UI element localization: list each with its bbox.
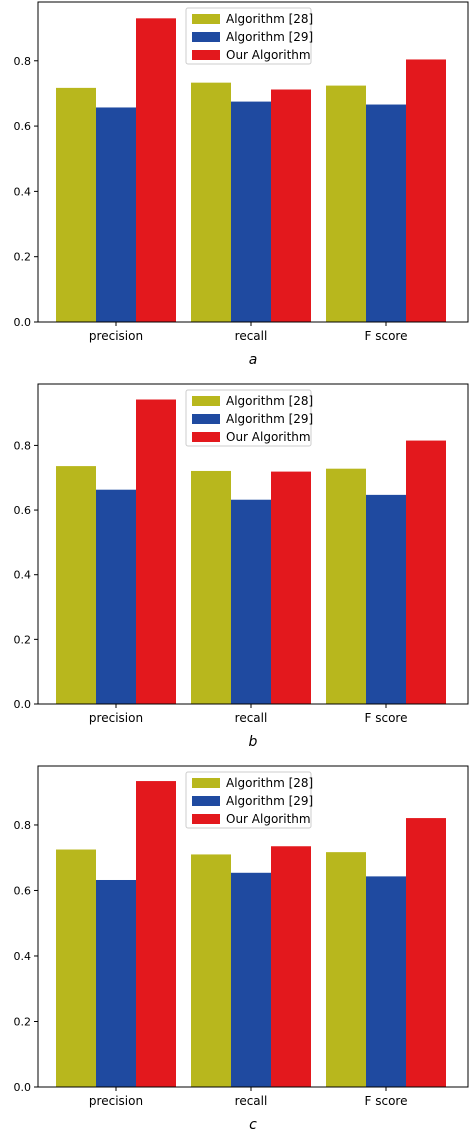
bar-c-2-3 [366,876,406,1087]
bar-b-2-2 [231,499,271,704]
legend-swatch-1 [192,396,220,406]
x-tick-label: precision [89,1094,143,1108]
panel-caption: b [249,734,258,750]
x-tick-label: recall [235,329,268,343]
legend-label-3: Our Algorithm [226,430,311,444]
bar-a-1-1 [56,87,96,322]
legend-label-3: Our Algorithm [226,48,311,62]
y-tick-label: 0.8 [14,439,32,452]
axes-frame [37,765,469,1088]
legend-swatch-1 [192,14,220,24]
legend-label-1: Algorithm [28] [226,776,313,790]
bar-c-3-1 [136,781,176,1087]
y-tick-label: 0.0 [14,698,32,711]
bar-c-1-1 [56,849,96,1087]
x-tick-label: F score [365,1094,408,1108]
bar-c-3-3 [406,818,446,1087]
chart-panel-b: 0.0 0.2 0.4 0.6 0.8 precision recall F score Alg… [14,383,469,750]
legend-swatch-3 [192,432,220,442]
legend: Algorithm [28] Algorithm [29] Our Algorith… [185,771,313,829]
y-tick-label: 0.2 [14,1015,32,1028]
bar-c-2-1 [96,879,136,1087]
bar-b-2-1 [96,489,136,704]
chart-panel-c: 0.0 0.2 0.4 0.6 0.8 precision recall F score Alg… [14,765,469,1133]
y-tick-label: 0.6 [14,120,32,133]
legend-label-2: Algorithm [29] [226,30,313,44]
bar-a-3-1 [136,18,176,322]
y-tick-label: 0.2 [14,251,32,264]
bar-c-3-2 [271,846,311,1087]
y-tick-label: 0.0 [14,1081,32,1094]
x-tick-label: recall [235,1094,268,1108]
legend-swatch-2 [192,414,220,424]
y-tick-label: 0.8 [14,55,32,68]
panel-caption: a [249,352,258,368]
bar-a-3-3 [406,59,446,322]
axes-frame [37,1,469,323]
panel-caption: c [249,1117,257,1131]
legend-label-1: Algorithm [28] [226,12,313,26]
bar-b-1-3 [326,468,366,704]
bar-b-3-3 [406,440,446,704]
legend: Algorithm [28] Algorithm [29] Our Algorith… [185,389,313,447]
bar-b-3-1 [136,399,176,704]
x-tick-label: recall [235,711,268,725]
bar-a-2-2 [231,101,271,323]
legend-label-1: Algorithm [28] [226,394,313,408]
bar-c-1-2 [191,854,231,1087]
legend-swatch-3 [192,50,220,60]
bar-a-2-3 [366,104,406,322]
y-tick-label: 0.8 [14,819,32,832]
y-tick-label: 0.6 [14,504,32,517]
y-tick-label: 0.6 [14,884,32,897]
bar-a-3-2 [271,89,311,323]
legend-label-2: Algorithm [29] [226,412,313,426]
bar-b-1-2 [191,470,231,704]
legend-swatch-3 [192,814,220,824]
bar-b-3-2 [271,471,311,704]
legend-swatch-2 [192,32,220,42]
bar-b-1-1 [56,466,96,704]
axes-frame [37,383,469,705]
y-tick-label: 0.2 [14,633,32,646]
y-tick-label: 0.4 [14,185,32,198]
chart-panel-a: 0.0 0.2 0.4 0.6 0.8 precision recall F score Alg… [14,1,469,368]
legend-swatch-1 [192,778,220,788]
y-tick-label: 0.4 [14,950,32,963]
bar-a-2-1 [96,107,136,322]
y-tick-label: 0.0 [14,316,32,329]
y-tick-label: 0.4 [14,569,32,582]
x-tick-label: precision [89,711,143,725]
legend-swatch-2 [192,796,220,806]
bar-c-2-2 [231,872,271,1087]
bar-a-1-2 [191,82,231,322]
bar-a-1-3 [326,85,366,323]
x-tick-label: F score [365,711,408,725]
x-tick-label: precision [89,329,143,343]
bar-c-1-3 [326,852,366,1087]
legend-label-3: Our Algorithm [226,812,311,826]
legend-label-2: Algorithm [29] [226,794,313,808]
x-tick-label: F score [365,329,408,343]
legend: Algorithm [28] Algorithm [29] Our Algorith… [185,7,313,65]
bar-b-2-3 [366,494,406,704]
